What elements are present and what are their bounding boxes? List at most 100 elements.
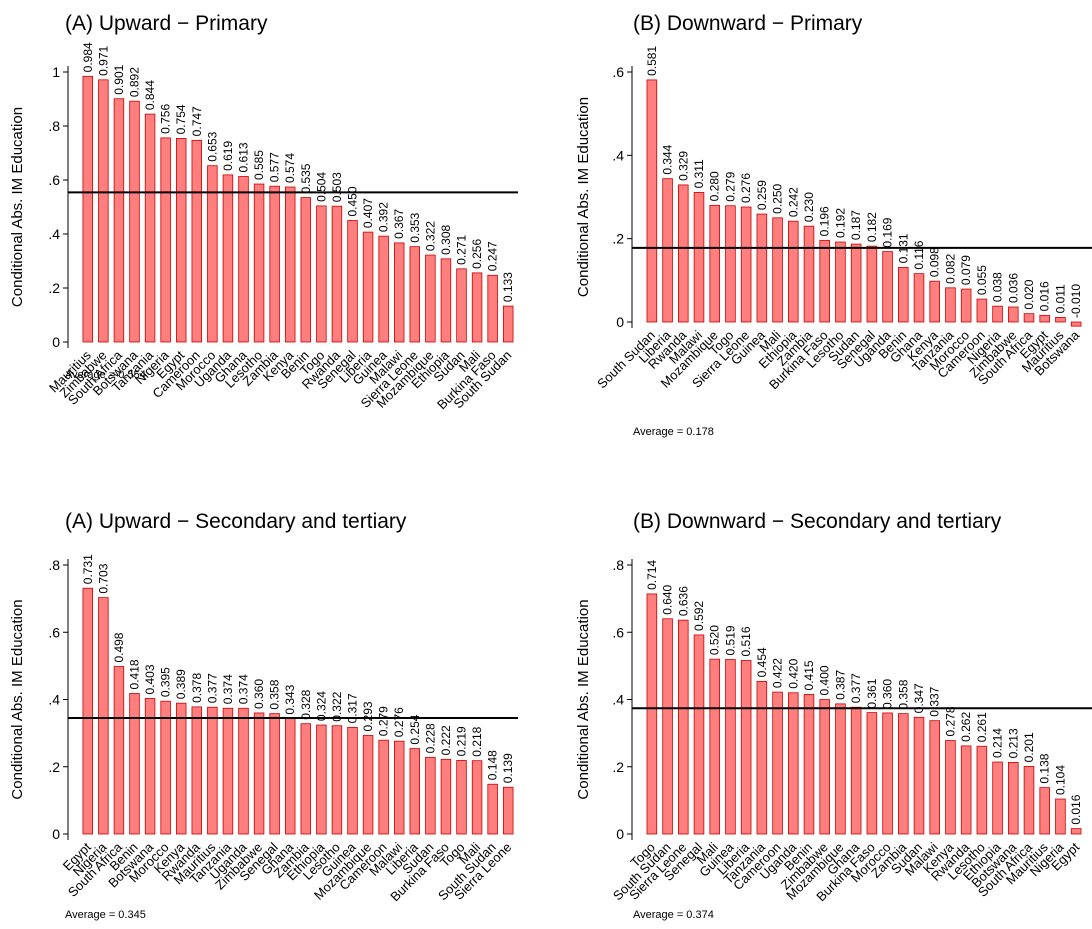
panel1-value-label: 0.613: [237, 142, 251, 172]
panel1-bar: [191, 139, 203, 343]
panel3-bar: [269, 713, 280, 835]
panel1-value-label: 0.971: [96, 45, 110, 75]
panel2-bar: [646, 79, 658, 323]
panel4-value-label: 0.400: [818, 665, 832, 695]
panel1-value-label: 0.535: [299, 163, 313, 193]
panel2-bar: [1023, 313, 1035, 323]
panel1-value-label: 0.901: [112, 64, 126, 94]
panel4-bar: [788, 692, 799, 835]
panel4-value-label: 0.420: [786, 658, 800, 688]
panel2-value-label: 0.242: [786, 187, 800, 217]
panel1-bar: [331, 205, 343, 343]
panel4-value-label: 0.361: [865, 678, 879, 708]
panel2-value-label: 0.011: [1053, 284, 1067, 313]
panel2-value-label: 0.192: [833, 208, 847, 238]
panel1-bar: [175, 138, 187, 343]
panel2-value-label: 0.259: [755, 180, 769, 210]
panel3-bar: [284, 718, 296, 835]
panel3-bar: [502, 786, 514, 835]
panel2-value-label: 0.280: [708, 171, 722, 201]
panel2-bar: [992, 305, 1003, 323]
panel1-bar: [393, 242, 405, 343]
panel4-value-label: 0.377: [849, 673, 863, 703]
panel1-value-label: 0.353: [408, 212, 422, 242]
panel3-y-tick-label: 0: [52, 826, 60, 842]
panel4-value-label: 0.636: [676, 586, 690, 616]
panel4-bar: [945, 740, 956, 835]
panel2-value-label: -0.010: [1069, 284, 1083, 318]
panel1-bar: [222, 174, 234, 343]
panel3-bar: [113, 666, 125, 835]
panel3-bar: [331, 725, 343, 835]
panel3-value-label: 0.374: [221, 674, 235, 704]
panel2-bar: [803, 225, 815, 323]
panel4-bar: [960, 745, 972, 835]
panel1-y-tick-label: .4: [48, 226, 60, 242]
panel4-bar: [740, 660, 752, 835]
panel2-bar: [960, 288, 972, 323]
panel1-value-label: 0.308: [439, 224, 453, 254]
panel1-title: (A) Upward − Primary: [65, 12, 268, 35]
panel4-value-label: 0.201: [1022, 732, 1036, 762]
panel4-value-label: 0.640: [661, 584, 675, 614]
panel1-y-tick-label: .2: [48, 280, 60, 296]
panel1-value-label: 0.585: [252, 150, 266, 180]
panel3-bar: [129, 693, 140, 835]
panel3-value-label: 0.293: [361, 701, 375, 731]
panel4-value-label: 0.516: [739, 626, 753, 656]
panel1-bar: [362, 231, 374, 343]
panel3-value-label: 0.254: [408, 714, 422, 744]
panel1-y-axis-label: Conditional Abs. IM Education: [9, 107, 26, 307]
panel4-bar: [1008, 761, 1019, 835]
panel2-value-label: 0.182: [865, 212, 879, 242]
panel1-bar: [409, 246, 421, 343]
panel4-bar: [835, 703, 846, 835]
panel2-bar: [913, 273, 925, 323]
panel3-y-tick-label: .4: [48, 692, 60, 708]
panel3-value-label: 0.343: [283, 684, 297, 714]
panel4-bar: [929, 720, 940, 835]
panel1-value-label: 0.844: [143, 80, 157, 110]
panel4-y-tick-label: .2: [612, 759, 624, 775]
panel4-value-label: 0.519: [723, 625, 737, 655]
panel1-value-label: 0.754: [174, 104, 188, 134]
panel2-bar: [1039, 314, 1050, 323]
panel2-value-label: 0.250: [771, 183, 785, 213]
panel2-y-axis-label: Conditional Abs. IM Education: [575, 97, 592, 297]
panel1-value-label: 0.574: [283, 153, 297, 183]
panel2-bar: [709, 204, 720, 323]
panel3-bar: [425, 756, 436, 835]
panel2-value-label: 0.036: [1006, 273, 1020, 303]
panel4-bar: [1023, 766, 1035, 835]
panel1-value-label: 0.247: [486, 241, 500, 271]
panel3-value-label: 0.360: [252, 679, 266, 709]
panel4-bar: [850, 706, 862, 835]
panel3-y-tick-label: .6: [48, 624, 60, 640]
panel3-value-label: 0.139: [501, 753, 515, 783]
panel3-value-label: 0.377: [205, 673, 219, 703]
panel4-value-label: 0.016: [1069, 794, 1083, 824]
panel3-value-label: 0.498: [112, 632, 126, 662]
panel2-y-tick-label: .4: [612, 147, 624, 163]
panel2-bar: [1055, 317, 1066, 323]
panel4-bar: [709, 658, 720, 835]
panel3-bar: [456, 759, 467, 835]
panel4-value-label: 0.213: [1006, 728, 1020, 758]
panel2-bar: [756, 213, 768, 323]
panel2-y-tick-label: .2: [612, 231, 624, 247]
panel4-value-label: 0.387: [833, 670, 847, 700]
panel3-bar: [487, 783, 498, 835]
panel3-value-label: 0.317: [346, 693, 360, 723]
panel3-bar: [471, 760, 483, 835]
panel4-y-tick-label: .4: [612, 692, 624, 708]
panel4-bar: [882, 712, 893, 835]
panel1-bar: [238, 176, 249, 343]
panel4-value-label: 0.337: [928, 686, 942, 716]
panel3-bar: [82, 587, 94, 835]
panel1-bar: [207, 165, 218, 343]
panel3-bar: [175, 702, 187, 835]
panel1-value-label: 0.653: [205, 131, 219, 161]
panel2-title: (B) Downward − Primary: [633, 12, 863, 35]
panel3-value-label: 0.395: [159, 667, 173, 697]
panel2-bar: [693, 192, 705, 323]
